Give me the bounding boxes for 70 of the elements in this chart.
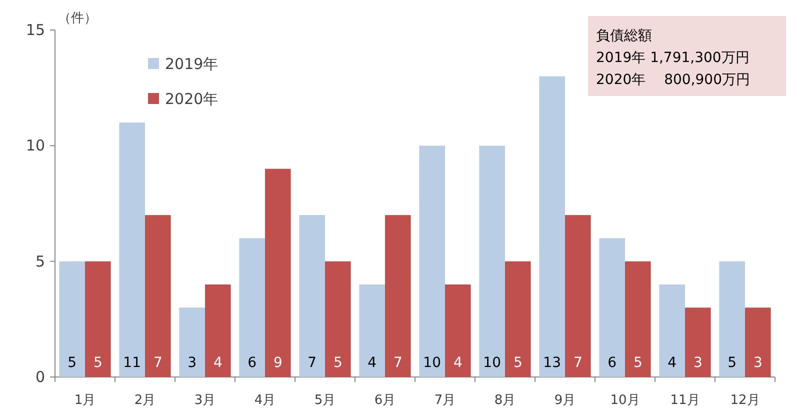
x-tick-label: 6月	[374, 393, 396, 408]
x-tick-label: 9月	[554, 393, 576, 408]
x-tick-label: 4月	[254, 393, 276, 408]
bar	[325, 261, 351, 377]
bar	[505, 261, 531, 377]
data-label: 6	[248, 355, 257, 371]
bar	[659, 284, 685, 377]
data-label: 7	[308, 355, 317, 371]
data-label: 7	[153, 355, 162, 371]
bar	[445, 284, 471, 377]
bar	[179, 308, 205, 377]
bar	[719, 261, 745, 377]
bar	[145, 215, 171, 377]
data-label: 5	[333, 355, 342, 371]
data-label: 5	[728, 355, 737, 371]
x-tick-label: 8月	[494, 393, 516, 408]
bar	[745, 308, 771, 377]
y-axis-title: （件）	[58, 11, 97, 26]
y-tick-label: 5	[35, 252, 45, 270]
data-label: 9	[273, 355, 282, 371]
bar	[599, 238, 625, 377]
bar	[625, 261, 651, 377]
bar	[359, 284, 385, 377]
data-label: 13	[543, 355, 562, 371]
bar	[205, 284, 231, 377]
annotation: 負債総額	[596, 28, 652, 44]
bar	[239, 238, 265, 377]
y-tick-label: 10	[26, 136, 45, 155]
annotation: 2019年 1,791,300万円	[596, 50, 750, 66]
data-label: 4	[213, 355, 222, 371]
data-label: 7	[573, 355, 582, 371]
bar	[479, 146, 505, 377]
x-tick-label: 5月	[314, 393, 336, 408]
data-label: 4	[668, 355, 677, 371]
legend-label: 2020年	[165, 90, 218, 108]
x-tick-label: 2月	[134, 393, 156, 408]
data-label: 3	[693, 355, 702, 371]
data-label: 5	[93, 355, 102, 371]
bar	[299, 215, 325, 377]
legend-label: 2019年	[165, 55, 218, 73]
bar	[565, 215, 591, 377]
annotation: 2020年 800,900万円	[596, 72, 750, 88]
x-tick-label: 10月	[610, 393, 640, 408]
data-label: 10	[483, 355, 502, 371]
y-tick-label: 15	[26, 21, 45, 39]
x-tick-label: 7月	[434, 393, 456, 408]
data-label: 3	[188, 355, 197, 371]
y-tick-label: 0	[35, 368, 45, 386]
bar	[85, 261, 111, 377]
bar	[59, 261, 85, 377]
data-label: 7	[393, 355, 402, 371]
data-label: 10	[423, 355, 442, 371]
data-label: 5	[633, 355, 642, 371]
x-tick-label: 1月	[74, 393, 96, 408]
data-label: 3	[753, 355, 762, 371]
bar	[539, 76, 565, 377]
bar	[385, 215, 411, 377]
bar	[419, 146, 445, 377]
bar	[119, 122, 145, 377]
bar	[685, 308, 711, 377]
x-tick-label: 11月	[670, 393, 700, 408]
data-label: 5	[513, 355, 522, 371]
data-label: 4	[368, 355, 377, 371]
x-tick-label: 12月	[730, 393, 760, 408]
data-label: 5	[68, 355, 77, 371]
x-tick-label: 3月	[194, 393, 216, 408]
bar	[265, 168, 291, 377]
data-label: 4	[453, 355, 462, 371]
data-label: 6	[608, 355, 617, 371]
data-label: 11	[123, 355, 142, 371]
